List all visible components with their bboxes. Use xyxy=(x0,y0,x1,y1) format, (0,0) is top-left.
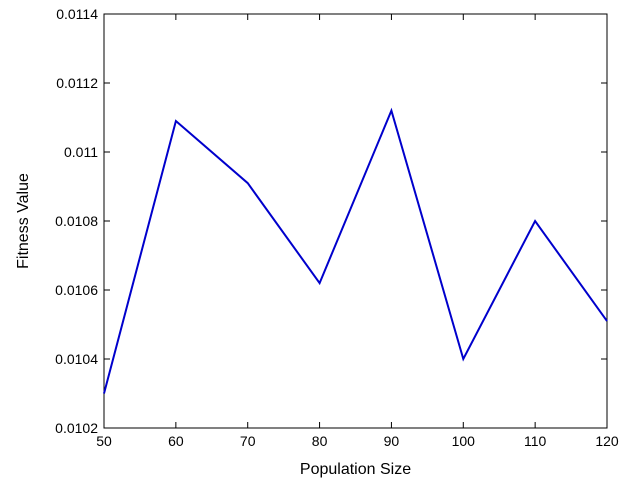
x-tick-label: 70 xyxy=(240,433,256,449)
y-tick-label: 0.0104 xyxy=(55,351,98,367)
series-line xyxy=(103,107,608,394)
y-tick-label: 0.0114 xyxy=(56,6,98,22)
x-tick-label: 110 xyxy=(524,433,547,449)
y-tick-label: 0.0112 xyxy=(56,75,98,91)
y-axis-label: Fitness Value xyxy=(15,173,32,269)
x-tick-label: 80 xyxy=(312,433,328,449)
y-tick-label: 0.0108 xyxy=(55,213,98,229)
y-tick-label: 0.0106 xyxy=(55,282,98,298)
x-tick-label: 90 xyxy=(384,433,400,449)
y-axis-ticks: 0.0102 0.0104 0.0106 0.0108 0.011 0.0112 0.011… xyxy=(55,6,607,436)
plot-area xyxy=(103,13,608,429)
y-tick-label: 0.0102 xyxy=(55,420,98,436)
series-layer xyxy=(103,107,608,394)
x-tick-label: 60 xyxy=(168,433,184,449)
y-tick-label: 0.011 xyxy=(64,144,98,160)
x-axis-label: Population Size xyxy=(300,461,411,478)
x-tick-label: 120 xyxy=(595,433,619,449)
x-tick-label: 100 xyxy=(452,433,476,449)
x-tick-label: 50 xyxy=(96,433,112,449)
x-axis-ticks: 50 60 70 80 90 100 110 120 xyxy=(96,14,619,449)
